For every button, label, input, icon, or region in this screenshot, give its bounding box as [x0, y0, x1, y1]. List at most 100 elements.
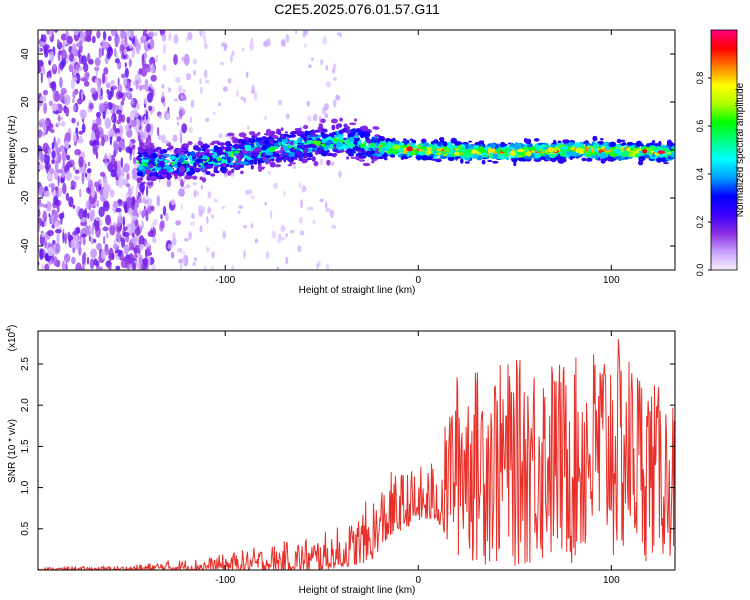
- spectrogram-cell: [87, 168, 92, 174]
- spectrogram-cell: [512, 155, 516, 159]
- spectrogram-cell: [72, 30, 80, 36]
- spectrogram-cell: [156, 126, 160, 137]
- spectrogram-panel: -100 0 100 -40 -20 0 20 40 Height of straight …: [7, 29, 676, 296]
- spectrogram-cell: [175, 220, 182, 226]
- y-tick-label: 0.5: [20, 521, 31, 535]
- spectrogram-cell: [199, 162, 203, 166]
- spectrogram-cell: [70, 185, 76, 190]
- spectrogram-cell: [315, 138, 321, 141]
- spectrogram-cell: [38, 202, 41, 212]
- spectrogram-cell: [112, 103, 116, 111]
- spectrogram-cell: [80, 236, 83, 244]
- spectrogram-cell: [597, 141, 604, 144]
- spectrogram-cell: [79, 188, 82, 198]
- spectrogram-cell: [421, 155, 429, 161]
- spectrogram-cell: [72, 231, 77, 236]
- spectrogram-cell: [290, 156, 295, 162]
- spectrogram-cell: [42, 154, 45, 161]
- spectrogram-cell: [324, 103, 329, 111]
- spectrogram-cell: [106, 51, 112, 60]
- snr-frame: [37, 330, 676, 571]
- y-tick-label: 1.0: [20, 480, 31, 494]
- spectrogram-cell: [41, 220, 45, 228]
- spectrogram-cell: [261, 136, 268, 141]
- spectrogram-cell: [185, 72, 192, 81]
- spectrogram-cell: [142, 196, 147, 205]
- colorbar-ticks: 0.0 0.2 0.4 0.6 0.8: [695, 72, 711, 276]
- spectrogram-cell: [145, 210, 149, 222]
- spectrogram-cell: [131, 215, 137, 222]
- spectrogram-cell: [136, 47, 140, 51]
- spectrogram-cell: [98, 178, 102, 185]
- x-tick-label: 0: [415, 575, 421, 586]
- spectrogram-cell: [517, 148, 524, 153]
- spectrogram-cell: [102, 187, 108, 199]
- spectrogram-cell: [380, 150, 385, 155]
- spectrogram-cell: [51, 142, 55, 150]
- spectrogram-cell: [176, 248, 179, 253]
- colorbar-label: Normalized spectral amplitude: [735, 82, 746, 217]
- spectrogram-cell: [139, 85, 142, 92]
- spectrogram-cell: [533, 138, 540, 142]
- spectrogram-cell: [169, 155, 176, 160]
- spectrogram-cell: [138, 147, 146, 154]
- spectrogram-cell: [330, 118, 338, 124]
- spectrogram-cell: [668, 146, 672, 150]
- spectrogram-cell: [607, 156, 613, 162]
- spectrogram-cell: [338, 129, 344, 135]
- spectrogram-cell: [348, 153, 355, 157]
- spectrogram-cell: [119, 44, 125, 52]
- spectrogram-cell: [124, 235, 130, 243]
- spectrogram-cell: [439, 156, 447, 159]
- spectrogram-cell: [136, 102, 140, 111]
- spectrogram-cell: [88, 102, 94, 110]
- spectrogram-cell: [212, 153, 217, 159]
- spectrogram-cell: [59, 145, 64, 150]
- spectrogram-cell: [38, 129, 43, 138]
- spectrogram-cell: [585, 157, 593, 162]
- spectrogram-cell: [224, 153, 229, 158]
- spectrogram-cell: [346, 128, 351, 135]
- spectrogram-cell: [291, 132, 296, 138]
- spectrogram-cell: [48, 183, 56, 188]
- spectrogram-cell: [302, 147, 309, 153]
- spectrogram-cell: [326, 263, 329, 270]
- spectrogram-cell: [616, 138, 622, 144]
- spectrogram-cell: [58, 189, 63, 198]
- spectrogram-cell: [128, 207, 133, 216]
- spectrogram-cell: [255, 137, 262, 143]
- spectrogram-cell: [117, 92, 124, 99]
- spectrogram-cell: [51, 224, 55, 229]
- spectrogram-cell: [139, 128, 143, 136]
- spectrogram-cell: [180, 93, 184, 100]
- spectrogram-cell: [515, 142, 520, 148]
- spectrogram-cell: [517, 152, 523, 156]
- spectrogram-cell: [359, 126, 367, 129]
- spectrogram-cell: [236, 90, 239, 98]
- spectrogram-cell: [133, 81, 136, 86]
- spectrogram-cell: [124, 62, 127, 68]
- spectrogram-cell: [332, 63, 337, 71]
- spectrogram-cell: [142, 181, 146, 184]
- spectrogram-cell: [54, 161, 59, 171]
- spectrogram-cell: [319, 158, 323, 166]
- colorbar-tick-label: 0.2: [695, 216, 705, 229]
- spectrogram-cell: [115, 31, 118, 39]
- spectrogram-cell: [63, 253, 71, 263]
- spectrogram-cell: [471, 153, 479, 159]
- spectrogram-cell: [610, 152, 618, 158]
- spectrogram-cell: [101, 136, 105, 147]
- spectrogram-cell: [549, 153, 556, 159]
- spectrogram-cell: [61, 49, 67, 61]
- spectrogram-cell: [298, 145, 303, 149]
- spectrogram-cell: [80, 218, 86, 223]
- spectrogram-cell: [68, 52, 75, 62]
- spectrogram-cell: [348, 136, 355, 142]
- spectrogram-cell: [443, 141, 448, 147]
- spectrogram-cell: [186, 166, 190, 172]
- spectrogram-cell: [206, 215, 209, 225]
- spectrogram-cell: [43, 204, 48, 208]
- spectrogram-cell: [205, 79, 210, 84]
- spectrogram-cell: [343, 123, 348, 128]
- spectrogram-cell: [199, 78, 202, 85]
